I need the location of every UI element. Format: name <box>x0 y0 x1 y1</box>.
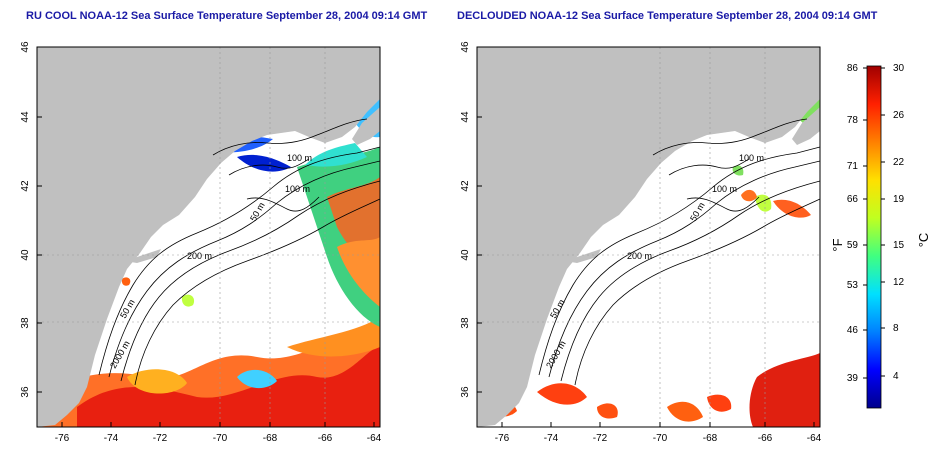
left-lon-tick-label: -68 <box>263 433 278 444</box>
right-lat-tick-label: 36 <box>460 386 471 398</box>
colorbar-fahrenheit-tick: 39 <box>847 373 859 384</box>
colorbar-celsius-tick: 8 <box>893 323 899 334</box>
left-map-frame <box>36 46 381 428</box>
left-lat-tick-label: 46 <box>20 41 31 53</box>
colorbar-celsius-tick: 12 <box>893 277 905 288</box>
left-lat-tick-label: 38 <box>20 317 31 329</box>
contour-label-100m-b: 100 m <box>712 184 737 194</box>
right-lat-tick-label: 38 <box>460 317 471 329</box>
colorbar-fahrenheit-tick: 86 <box>847 63 859 74</box>
contour-label-100m-a: 100 m <box>739 153 764 163</box>
right-sst-map: 100 m 100 m 50 m 200 m 50 m 2000 m -76 -7… <box>460 41 822 444</box>
right-lon-tick-label: -74 <box>544 433 559 444</box>
right-grid-lines <box>477 47 820 427</box>
colorbar-fahrenheit-tick: 53 <box>847 280 859 291</box>
right-lat-tick-label: 40 <box>460 249 471 261</box>
right-lon-tick-label: -64 <box>807 433 822 444</box>
left-lon-tick-label: -74 <box>104 433 119 444</box>
left-grid-lines <box>37 47 380 427</box>
colorbar-bar <box>866 65 882 409</box>
colorbar-fahrenheit-tick: 46 <box>847 325 859 336</box>
right-lat-tick-label: 42 <box>460 180 471 192</box>
right-lon-tick-label: -72 <box>593 433 608 444</box>
colorbar-celsius-tick: 19 <box>893 194 905 205</box>
colorbar-ticks: 86 78 71 66 59 53 46 39 30 26 22 19 15 12 8 4 <box>847 63 905 384</box>
right-map-frame <box>476 46 821 428</box>
left-sst-map: 100 m 100 m 50 m 200 m 50 m 2000 m -76 -7… <box>20 41 382 444</box>
right-lon-tick-label: -68 <box>703 433 718 444</box>
colorbar-celsius-tick: 15 <box>893 240 905 251</box>
right-lon-tick-label: -70 <box>653 433 668 444</box>
colorbar-fahrenheit-tick: 71 <box>847 161 859 172</box>
fahrenheit-unit-label: °F <box>830 238 845 251</box>
right-map-title: DECLOUDED NOAA-12 Sea Surface Temperatur… <box>457 10 878 22</box>
left-map-title: RU COOL NOAA-12 Sea Surface Temperature … <box>26 10 428 22</box>
colorbar-celsius-tick: 4 <box>893 371 899 382</box>
left-lat-tick-label: 36 <box>20 386 31 398</box>
right-lon-tick-label: -76 <box>495 433 510 444</box>
right-lat-tick-label: 46 <box>460 41 471 53</box>
colorbar-celsius-tick: 22 <box>893 157 905 168</box>
contour-label-100m-b: 100 m <box>285 184 310 194</box>
left-lon-tick-label: -70 <box>213 433 228 444</box>
colorbar-fahrenheit-tick: 66 <box>847 194 859 205</box>
left-axis-ticks: -76 -74 -72 -70 -68 -66 -64 46 44 42 40 38 36 <box>20 41 382 444</box>
contour-label-200m: 200 m <box>627 251 652 261</box>
left-lon-tick-label: -76 <box>55 433 70 444</box>
right-lat-tick-label: 44 <box>460 111 471 123</box>
left-lon-tick-label: -64 <box>367 433 382 444</box>
left-lon-tick-label: -66 <box>318 433 333 444</box>
celsius-unit-label: °C <box>916 233 931 248</box>
colorbar-celsius-tick: 26 <box>893 110 905 121</box>
colorbar-fahrenheit-tick: 78 <box>847 115 859 126</box>
contour-label-100m-a: 100 m <box>287 153 312 163</box>
contour-label-200m: 200 m <box>187 251 212 261</box>
colorbar: 86 78 71 66 59 53 46 39 30 26 22 19 15 12 8 4 °F °C <box>830 63 931 409</box>
left-lat-tick-label: 42 <box>20 180 31 192</box>
right-lon-tick-label: -66 <box>758 433 773 444</box>
left-lon-tick-label: -72 <box>153 433 168 444</box>
left-lat-tick-label: 40 <box>20 249 31 261</box>
colorbar-fahrenheit-tick: 59 <box>847 240 859 251</box>
left-lat-tick-label: 44 <box>20 111 31 123</box>
colorbar-celsius-tick: 30 <box>893 63 905 74</box>
right-axis-ticks: -76 -74 -72 -70 -68 -66 -64 46 44 42 40 38 36 <box>460 41 822 444</box>
